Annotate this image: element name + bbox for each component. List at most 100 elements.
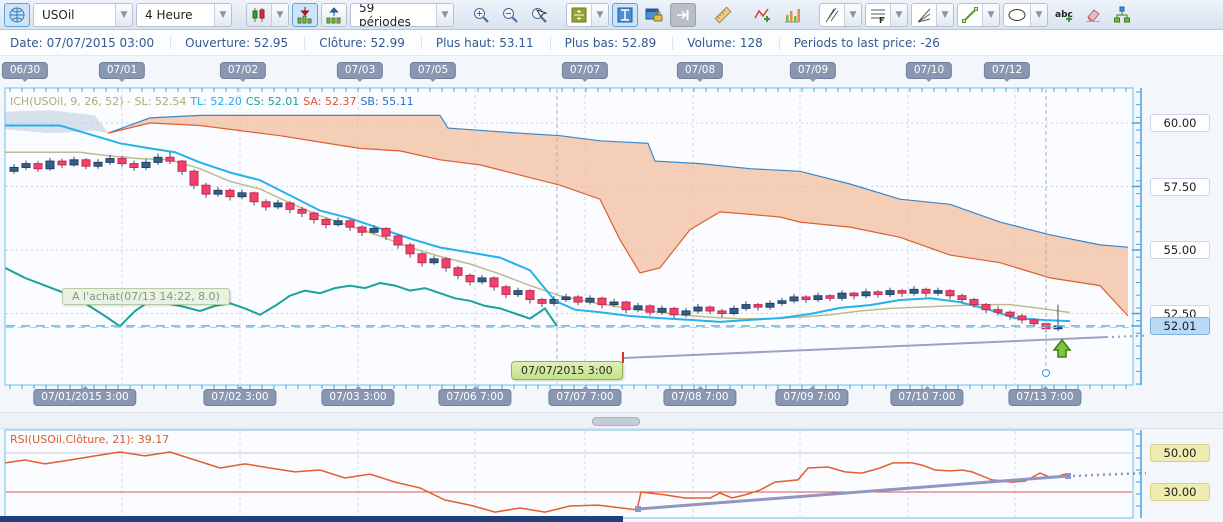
info-periods-to-last: Periods to last price: -26 — [794, 36, 956, 50]
price-label: 55.00 — [1150, 241, 1210, 259]
candle-bull — [274, 203, 282, 207]
dock-right-button[interactable] — [670, 3, 696, 27]
candle-bull — [94, 162, 102, 166]
rsi-panel-bg — [5, 430, 1133, 518]
panel-resize-handle[interactable] — [592, 417, 640, 426]
candle-bear — [922, 289, 930, 293]
candle-bull — [238, 193, 246, 197]
candle-bear — [670, 308, 678, 314]
add-indicator-below-button[interactable] — [292, 3, 318, 27]
date-label-bottom: 07/13 7:00 — [1008, 389, 1081, 406]
chevron-down-icon[interactable]: ▼ — [214, 4, 231, 26]
add-curve-button[interactable] — [750, 3, 776, 27]
angle-lines-icon — [912, 4, 936, 26]
rsi-trendline-handle[interactable] — [635, 506, 641, 512]
timeframe-select[interactable]: 4 Heure ▼ — [136, 3, 232, 27]
rsi-legend: RSI(USOil.Clôture, 21): 39.17 — [10, 433, 169, 446]
candle-bear — [58, 161, 66, 165]
rsi-level-label: 30.00 — [1150, 483, 1210, 501]
candle-bull — [610, 302, 618, 305]
fibonacci-select[interactable]: F ▼ — [865, 3, 908, 27]
panel-divider — [0, 412, 1223, 429]
background-window-bar — [0, 516, 623, 522]
zoom-in-button[interactable] — [468, 3, 494, 27]
price-label: 60.00 — [1150, 114, 1210, 132]
candle-bear — [226, 190, 234, 196]
candle-bull — [430, 259, 438, 263]
candle-bear — [1006, 312, 1014, 316]
chevron-down-icon[interactable]: ▼ — [844, 4, 861, 26]
lock-window-button[interactable] — [641, 3, 667, 27]
ruler-icon — [713, 5, 733, 25]
candle-bull — [514, 291, 522, 295]
vline-handle[interactable] — [1043, 370, 1050, 377]
candle-bull — [634, 306, 642, 310]
ruler-button[interactable] — [710, 3, 736, 27]
candle-bull — [910, 289, 918, 293]
indicator-up-icon — [325, 6, 343, 24]
chevron-down-icon[interactable]: ▼ — [982, 4, 999, 26]
candle-bear — [874, 292, 882, 295]
price-label: 57.50 — [1150, 178, 1210, 196]
candle-bull — [106, 159, 114, 163]
lock-window-icon — [645, 6, 663, 24]
candle-bear — [802, 297, 810, 300]
ellipse-select[interactable]: ▼ — [1003, 3, 1048, 27]
date-label-bottom: 07/08 7:00 — [663, 389, 736, 406]
date-label-top: 07/05 — [410, 62, 456, 79]
vertical-scale-button[interactable] — [612, 3, 638, 27]
histogram-button[interactable] — [779, 3, 805, 27]
info-open: Ouverture: 52.95 — [185, 36, 305, 50]
angle-lines-select[interactable]: ▼ — [911, 3, 954, 27]
legend-part: ICH(USOil, 9, 26, 52) - SL: 52.54 — [10, 95, 186, 108]
chevron-down-icon[interactable]: ▼ — [591, 4, 608, 26]
info-volume: Volume: 128 — [687, 36, 779, 50]
chart-style-select[interactable]: ▼ — [246, 3, 289, 27]
candle-bull — [478, 278, 486, 282]
add-curve-icon — [754, 6, 772, 24]
date-label-top: 07/02 — [220, 62, 266, 79]
split-scale-select[interactable]: ▼ — [566, 3, 609, 27]
info-close: Clôture: 52.99 — [319, 36, 422, 50]
candle-bull — [730, 308, 738, 313]
chevron-down-icon[interactable]: ▼ — [436, 4, 453, 26]
chevron-down-icon[interactable]: ▼ — [271, 4, 288, 26]
candle-bear — [1018, 316, 1026, 320]
date-label-bottom: 07/09 7:00 — [775, 389, 848, 406]
candle-bear — [646, 306, 654, 312]
candle-bear — [826, 296, 834, 299]
candle-bear — [82, 160, 90, 166]
chevron-down-icon[interactable]: ▼ — [1030, 4, 1047, 26]
trend-line-select[interactable]: ▼ — [957, 3, 1000, 27]
candle-bull — [886, 291, 894, 295]
add-indicator-above-button[interactable] — [321, 3, 347, 27]
add-text-button[interactable]: abc — [1051, 3, 1077, 27]
buy-annotation[interactable]: A l'achat(07/13 14:22, 8.0) — [62, 288, 230, 305]
chevron-down-icon[interactable]: ▼ — [936, 4, 953, 26]
candle-bear — [418, 254, 426, 263]
date-label-top: 07/09 — [790, 62, 836, 79]
legend-part: TL: 52.20 — [190, 95, 242, 108]
zoom-selection-icon — [530, 6, 548, 24]
hierarchy-button[interactable] — [1109, 3, 1135, 27]
pitchfork-select[interactable]: ▼ — [819, 3, 862, 27]
globe-button[interactable] — [4, 3, 30, 27]
chevron-down-icon[interactable]: ▼ — [890, 4, 907, 26]
date-label-top: 07/10 — [906, 62, 952, 79]
candle-bear — [754, 305, 762, 308]
zoom-selection-button[interactable] — [526, 3, 552, 27]
chevron-down-icon[interactable]: ▼ — [115, 4, 132, 26]
candle-bull — [10, 167, 18, 171]
zoom-out-icon — [501, 6, 519, 24]
date-label-top: 07/07 — [562, 62, 608, 79]
candle-bear — [322, 220, 330, 225]
candle-bull — [766, 303, 774, 307]
candle-bull — [862, 292, 870, 296]
symbol-select[interactable]: USOil ▼ — [33, 3, 133, 27]
eraser-button[interactable] — [1080, 3, 1106, 27]
legend-part: CS: 52.01 — [246, 95, 299, 108]
zoom-out-button[interactable] — [497, 3, 523, 27]
periods-select[interactable]: 59 périodes ▼ — [350, 3, 454, 27]
main-chart-canvas[interactable] — [0, 0, 1223, 522]
rsi-trendline-handle[interactable] — [1065, 473, 1071, 479]
